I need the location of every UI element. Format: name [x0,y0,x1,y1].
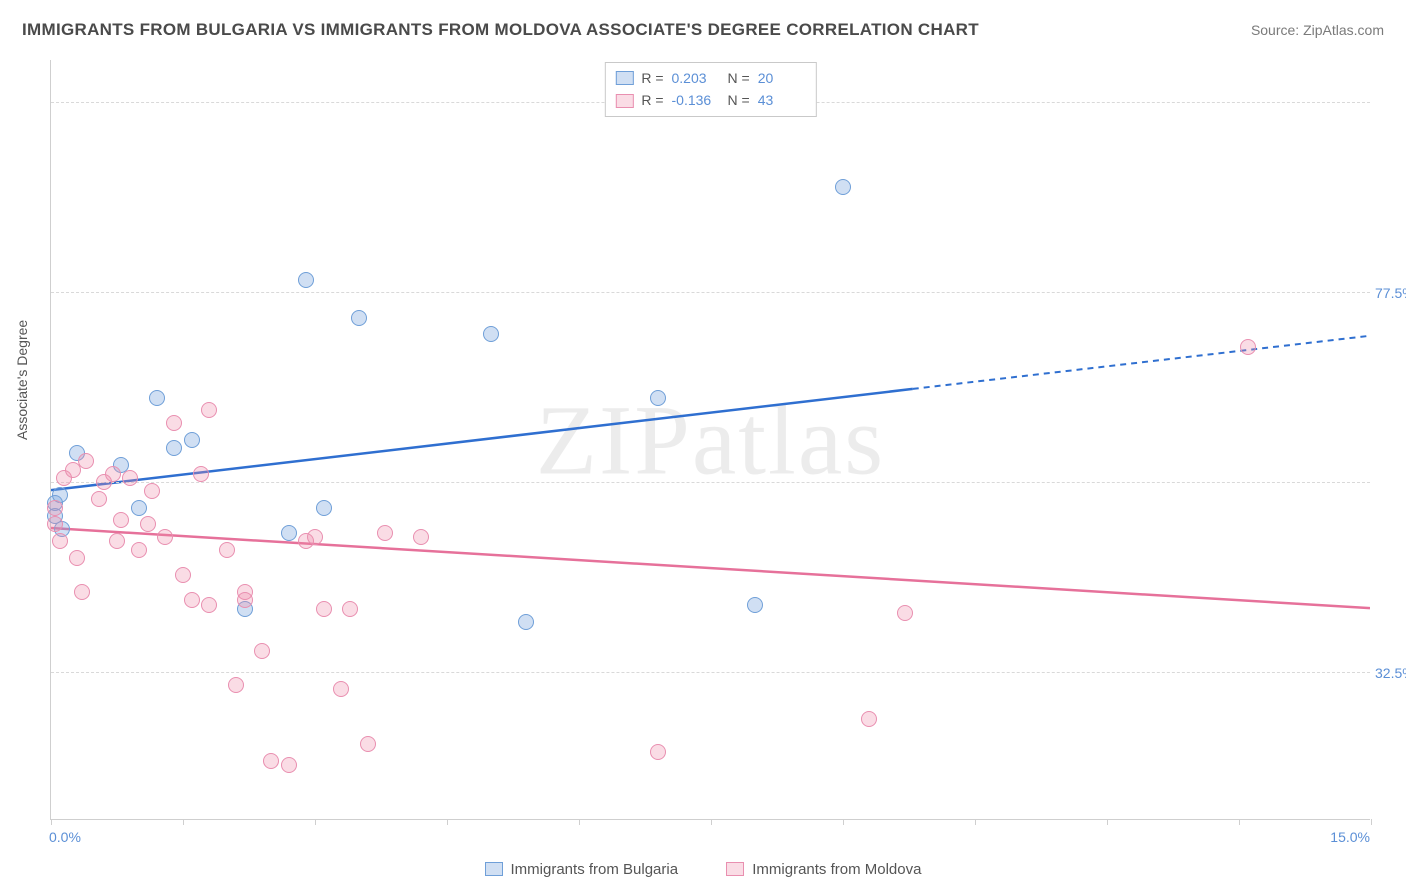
r-value-bulgaria: 0.203 [672,67,720,89]
data-point-bulgaria [650,390,666,406]
legend-label-moldova: Immigrants from Moldova [752,861,921,878]
data-point-bulgaria [747,597,763,613]
legend-item-bulgaria: Immigrants from Bulgaria [485,861,679,878]
data-point-bulgaria [316,500,332,516]
data-point-moldova [201,597,217,613]
x-tick [579,819,580,825]
x-min-label: 0.0% [49,829,81,845]
data-point-moldova [237,592,253,608]
data-point-moldova [219,542,235,558]
data-point-moldova [47,500,63,516]
data-point-bulgaria [131,500,147,516]
data-point-moldova [650,744,666,760]
trendline-ext-bulgaria [913,336,1370,389]
data-point-bulgaria [166,440,182,456]
x-tick [315,819,316,825]
data-point-bulgaria [835,179,851,195]
x-tick [1371,819,1372,825]
n-label: N = [728,67,750,89]
r-value-moldova: -0.136 [672,89,720,111]
data-point-moldova [861,711,877,727]
x-tick [447,819,448,825]
stats-row-moldova: R = -0.136 N = 43 [615,89,805,111]
data-point-moldova [157,529,173,545]
stats-legend: R = 0.203 N = 20 R = -0.136 N = 43 [604,62,816,117]
data-point-bulgaria [149,390,165,406]
data-point-moldova [193,466,209,482]
data-point-moldova [113,512,129,528]
gridline: 32.5% [51,672,1370,673]
data-point-moldova [263,753,279,769]
data-point-moldova [78,453,94,469]
data-point-moldova [307,529,323,545]
data-point-bulgaria [518,614,534,630]
trendline-bulgaria [51,389,913,490]
x-tick [183,819,184,825]
r-label: R = [641,89,663,111]
r-label: R = [641,67,663,89]
data-point-moldova [74,584,90,600]
data-point-bulgaria [351,310,367,326]
data-point-moldova [281,757,297,773]
data-point-moldova [360,736,376,752]
data-point-bulgaria [184,432,200,448]
data-point-moldova [377,525,393,541]
x-tick [1239,819,1240,825]
swatch-moldova [615,94,633,108]
data-point-moldova [333,681,349,697]
stats-row-bulgaria: R = 0.203 N = 20 [615,67,805,89]
y-tick-label: 77.5% [1375,285,1406,301]
y-axis-title: Associate's Degree [14,320,30,440]
data-point-moldova [184,592,200,608]
data-point-moldova [91,491,107,507]
data-point-moldova [254,643,270,659]
x-tick [711,819,712,825]
y-tick-label: 32.5% [1375,665,1406,681]
data-point-moldova [897,605,913,621]
data-point-moldova [228,677,244,693]
watermark: ZIPatlas [536,382,885,497]
data-point-moldova [342,601,358,617]
data-point-moldova [175,567,191,583]
data-point-moldova [413,529,429,545]
data-point-moldova [122,470,138,486]
series-legend: Immigrants from Bulgaria Immigrants from… [0,861,1406,881]
data-point-moldova [140,516,156,532]
scatter-plot: R = 0.203 N = 20 R = -0.136 N = 43 ZIPat… [50,60,1370,820]
data-point-moldova [201,402,217,418]
n-value-moldova: 43 [758,89,806,111]
swatch-moldova [726,862,744,876]
n-value-bulgaria: 20 [758,67,806,89]
legend-label-bulgaria: Immigrants from Bulgaria [511,861,679,878]
x-max-label: 15.0% [1330,829,1370,845]
data-point-moldova [1240,339,1256,355]
swatch-bulgaria [485,862,503,876]
x-tick [51,819,52,825]
legend-item-moldova: Immigrants from Moldova [726,861,921,878]
data-point-moldova [166,415,182,431]
x-tick [1107,819,1108,825]
data-point-moldova [105,466,121,482]
data-point-moldova [131,542,147,558]
source-attribution: Source: ZipAtlas.com [1251,22,1384,38]
x-tick [975,819,976,825]
data-point-bulgaria [298,272,314,288]
gridline [51,482,1370,483]
data-point-moldova [47,516,63,532]
data-point-moldova [144,483,160,499]
swatch-bulgaria [615,71,633,85]
data-point-moldova [52,533,68,549]
data-point-bulgaria [483,326,499,342]
data-point-moldova [109,533,125,549]
n-label: N = [728,89,750,111]
trend-lines-layer [51,60,1370,819]
data-point-bulgaria [281,525,297,541]
x-tick [843,819,844,825]
data-point-moldova [316,601,332,617]
gridline: 77.5% [51,292,1370,293]
data-point-moldova [69,550,85,566]
chart-title: IMMIGRANTS FROM BULGARIA VS IMMIGRANTS F… [22,20,979,40]
